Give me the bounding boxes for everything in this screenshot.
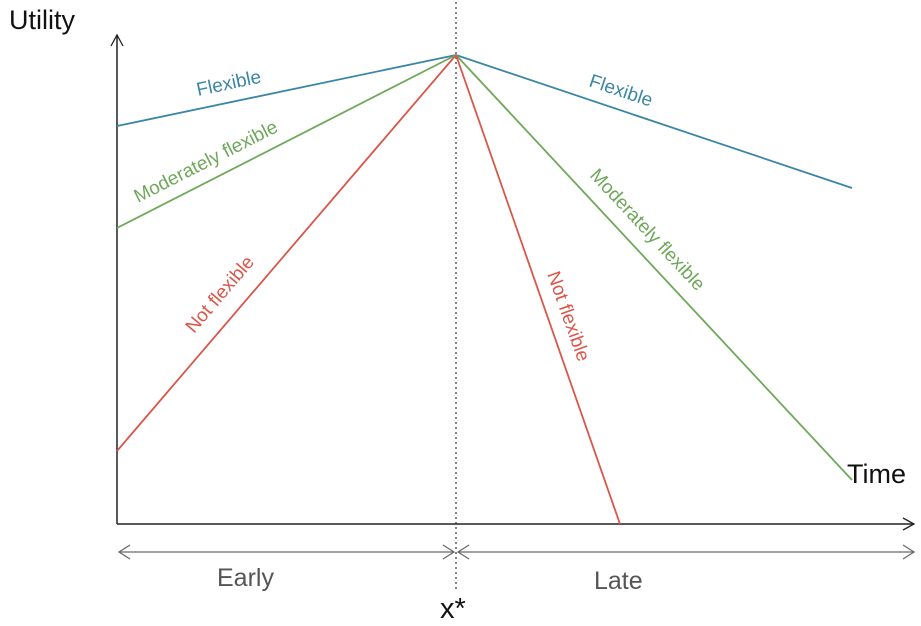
not-flexible-early-line: [116, 54, 457, 452]
not-flexible-late-label: Not flexible: [542, 269, 593, 365]
early-range-label: Early: [217, 564, 274, 592]
flexible-early-line: [116, 54, 457, 127]
optimum-label: x*: [440, 593, 466, 625]
moderate-late-label: Moderately flexible: [585, 165, 708, 295]
flexible-late-label: Flexible: [586, 71, 655, 112]
moderate-early-line: [116, 54, 457, 229]
flexible-late-line: [455, 54, 853, 189]
not-flexible-early-label: Not flexible: [182, 252, 259, 337]
moderate-early-label: Moderately flexible: [131, 117, 282, 208]
flexible-early-label: Flexible: [195, 67, 263, 101]
x-axis-title: Time: [847, 459, 906, 489]
moderate-late-line: [455, 54, 853, 481]
not-flexible-late-line: [455, 54, 621, 525]
y-axis-title: Utility: [9, 5, 75, 35]
late-range-label: Late: [594, 567, 643, 595]
